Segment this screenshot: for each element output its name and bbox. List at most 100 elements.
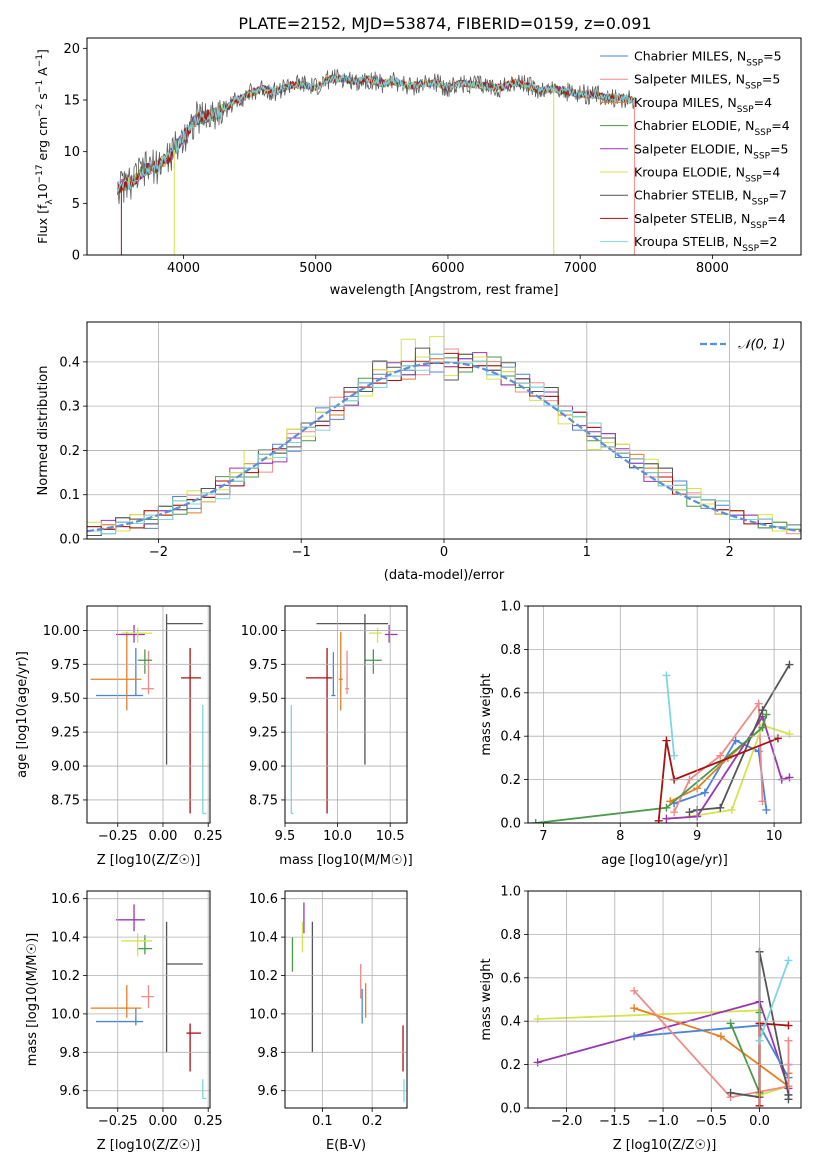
legend-label-n-ssp: 5 <box>781 141 789 156</box>
legend-label-base: Salpeter ELODIE, N <box>634 141 753 156</box>
legend-label-n-ssp: 2 <box>770 234 778 249</box>
x-tick-label: 9.5 <box>275 829 296 844</box>
axes-frame <box>86 37 802 256</box>
y-tick-label: 9.50 <box>249 692 278 707</box>
weight-marker <box>670 751 679 760</box>
weight-marker <box>531 819 540 823</box>
chart-mass-vs-ebv: 0.1 0.2 9.6 9.8 10.0 10.2 10.4 10.6 E(B-V) <box>249 890 408 1153</box>
x-tick-label: 5000 <box>299 261 332 276</box>
y-tick-label: 9.00 <box>51 760 80 775</box>
y-axis-label-part: λ <box>45 199 55 205</box>
legend-label-base: Chabrier MILES, N <box>634 49 746 64</box>
legend-label-eq: = <box>767 211 777 226</box>
axes-frame <box>284 890 408 1109</box>
weight-marker <box>685 808 694 817</box>
legend-label-n-ssp: 5 <box>772 72 780 87</box>
x-tick-label: −2 <box>149 545 168 560</box>
x-tick-label: 0.2 <box>362 1114 383 1129</box>
weight-marker <box>716 1032 725 1041</box>
weight-line <box>689 724 790 818</box>
legend-label-eq: = <box>763 49 773 64</box>
weight-marker <box>630 1004 639 1013</box>
y-tick-label: 0.2 <box>500 773 521 788</box>
y-tick-label: 9.6 <box>257 1084 278 1099</box>
legend-label-base: Kroupa STELIB, N <box>634 234 742 249</box>
y-tick-label: 0.4 <box>500 730 521 745</box>
legend-label: Salpeter STELIB, NSSP=4 <box>634 211 786 231</box>
weight-marker <box>758 797 767 806</box>
y-tick-label: 0.2 <box>500 1058 521 1073</box>
weight-marker <box>762 805 771 814</box>
weight-marker <box>758 723 767 732</box>
x-tick-label: 0.0 <box>749 1114 770 1129</box>
legend-label-n-ssp: 5 <box>774 49 782 64</box>
model-spectrum-line <box>116 74 636 192</box>
y-tick-label: 9.50 <box>51 692 80 707</box>
y-tick-label: 9.25 <box>249 726 278 741</box>
y-axis-label-part: ] <box>35 49 50 54</box>
y-tick-label: 10.2 <box>51 969 80 984</box>
y-tick-label: 8.75 <box>249 793 278 808</box>
legend-label-eq: = <box>771 118 781 133</box>
legend-label-subscript: SSP <box>750 221 767 231</box>
y-axis-label: mass [log10(M/M☉)] <box>25 933 40 1066</box>
x-tick-label: 1 <box>583 545 591 560</box>
weight-marker <box>773 734 782 743</box>
y-tick-label: 20 <box>63 42 80 57</box>
x-tick-label: −2.0 <box>551 1114 583 1129</box>
y-tick-label: 10.00 <box>43 624 80 639</box>
x-tick-label: 9 <box>693 829 701 844</box>
x-tick-label: 10.5 <box>376 829 405 844</box>
weight-marker <box>785 660 794 669</box>
chart-spectrum: 4000 5000 6000 7000 8000 0 5 10 15 20 wavelength [… <box>35 37 802 298</box>
legend-label-subscript: SSP <box>745 82 762 92</box>
x-tick-label: 10 <box>766 829 783 844</box>
legend-label-eq: = <box>769 188 779 203</box>
y-axis-label-part: 10 <box>35 183 50 199</box>
legend-label-n-ssp: 4 <box>772 165 780 180</box>
weight-marker <box>784 1095 793 1104</box>
x-tick-label: −1.0 <box>647 1114 679 1129</box>
y-tick-label: 10.0 <box>249 1007 278 1022</box>
legend-label-eq: = <box>770 141 780 156</box>
legend-label-base: Chabrier STELIB, N <box>634 188 752 203</box>
weight-marker <box>785 730 794 739</box>
legend-label-eq: = <box>754 95 764 110</box>
y-tick-label: 10.4 <box>51 931 80 946</box>
weight-marker <box>716 803 725 812</box>
weight-line <box>665 675 675 756</box>
x-tick-label: −0.25 <box>98 1114 138 1129</box>
y-axis-label-part: A <box>35 67 50 80</box>
legend-label-subscript: SSP <box>742 244 759 254</box>
plot-area-weight-vs-age <box>531 660 794 823</box>
x-axis-label: Z [log10(Z/Z☉)] <box>613 1138 717 1153</box>
y-tick-label: 10.4 <box>249 931 278 946</box>
y-tick-label: 9.25 <box>51 726 80 741</box>
legend-label-base: Salpeter STELIB, N <box>634 211 750 226</box>
legend-label: 𝒩(0, 1) <box>738 338 785 353</box>
y-tick-label: 0.4 <box>500 1015 521 1030</box>
x-tick-label: 8 <box>616 829 624 844</box>
y-tick-label: 10.0 <box>51 1007 80 1022</box>
y-axis-label-part: s <box>35 93 50 104</box>
chart-weight-vs-z: −2.0 −1.5 −1.0 −0.5 0.0 0.0 0.2 0.4 0.6 0.8 1.0 Z [… <box>479 885 802 1153</box>
y-tick-label: 9.8 <box>257 1046 278 1061</box>
x-tick-label: 0 <box>440 545 448 560</box>
weight-marker <box>785 773 794 782</box>
legend-label: Kroupa MILES, NSSP=4 <box>634 95 772 115</box>
weight-marker <box>754 699 763 708</box>
y-tick-label: 10.00 <box>241 624 278 639</box>
legend-label-n-ssp: 4 <box>764 95 772 110</box>
plot-area-age-vs-mass <box>290 614 398 815</box>
axes-frame <box>527 605 802 824</box>
weight-marker <box>784 956 793 965</box>
x-axis-label: (data-model)/error <box>384 568 505 583</box>
plot-area-spectrum <box>116 69 636 255</box>
legend-label-base: Chabrier ELODIE, N <box>634 118 754 133</box>
weight-marker <box>533 1058 542 1067</box>
axes-frame <box>527 890 802 1109</box>
x-tick-label: 2 <box>725 545 733 560</box>
y-tick-label: 10.2 <box>249 969 278 984</box>
legend-label-eq: = <box>762 165 772 180</box>
x-axis-label: Z [log10(Z/Z☉)] <box>97 853 201 868</box>
